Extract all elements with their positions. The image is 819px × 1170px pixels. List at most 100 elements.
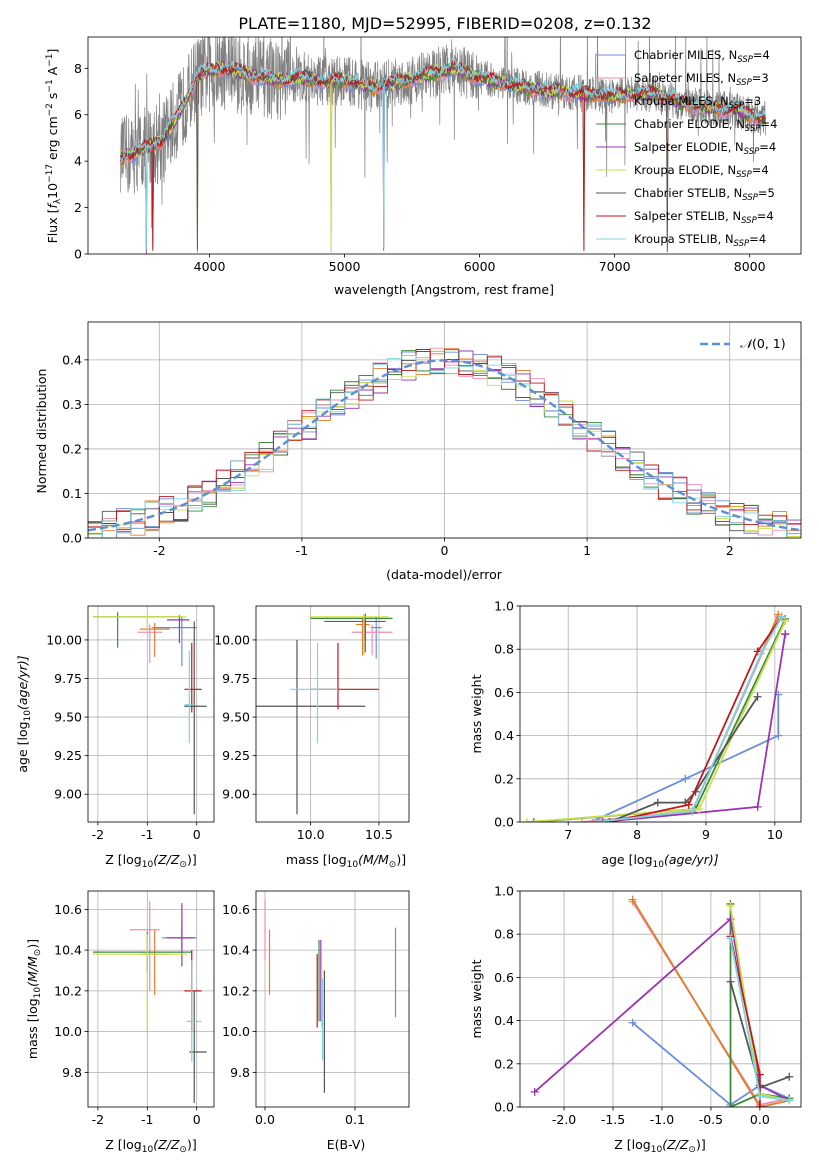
legend-entry-part: N — [734, 186, 743, 200]
y-tick-label: 8 — [74, 61, 82, 76]
legend-entry-part: = — [752, 163, 762, 177]
axis-label-part: mass [log — [286, 852, 347, 867]
legend-entry-part: Chabrier MILES, — [634, 48, 729, 62]
y-tick-label: 0.3 — [62, 397, 82, 412]
y-axis-label: age [log10(age/yr)] — [15, 655, 33, 772]
x-tick-label: -2 — [92, 827, 104, 842]
legend-entry-part: Kroupa STELIB, — [634, 232, 725, 246]
x-tick-label: -1 — [141, 1112, 153, 1127]
errorbar-point — [162, 921, 197, 949]
errorbar-point — [355, 618, 370, 656]
legend-entry-part: SSP — [745, 124, 761, 134]
errorbar-point — [309, 613, 389, 656]
legend-entry: Salpeter STELIB, NSSP=4 — [634, 209, 774, 226]
x-axis-label: wavelength [Angstrom, rest frame] — [334, 282, 554, 297]
legend-entry-part: 4 — [770, 117, 777, 131]
x-tick-label: 0.0 — [255, 1112, 275, 1127]
legend-entry-part: 3 — [754, 94, 761, 108]
y-tick-label: 9.25 — [54, 748, 82, 763]
x-tick-label: -1 — [296, 543, 308, 558]
mass-weight-marker — [591, 818, 600, 822]
y-tick-label: 2 — [74, 200, 82, 215]
axes-mass_vs_Z: -2 -1 09.810.010.210.410.6Z [log10(Z/Z⊙)]m… — [25, 890, 215, 1155]
y-axis-label-part: −1 — [45, 53, 55, 66]
mass-weight-line — [595, 694, 780, 821]
y-tick-label: 1.0 — [494, 884, 514, 899]
y-tick-label: 10.6 — [54, 902, 82, 917]
legend-entry-part: (0, 1) — [752, 336, 786, 351]
y-axis-label-part: λ — [53, 198, 63, 204]
y-tick-label: 10.0 — [222, 1024, 250, 1039]
mass-weight-marker — [726, 977, 735, 986]
x-tick-label: 0 — [441, 543, 449, 558]
legend-entry-part: Salpeter STELIB, — [634, 209, 732, 223]
axis-label-part: 10 — [347, 860, 359, 870]
errorbar-point — [351, 624, 393, 656]
errorbar-point — [152, 616, 197, 667]
legend-entry-part: SSP — [744, 147, 760, 157]
mass-weight-line — [729, 904, 790, 1107]
axis-label-part: (age/yr)] — [664, 852, 719, 867]
mass-weight-marker — [785, 1096, 794, 1105]
legend-entry-part: 4 — [761, 163, 768, 177]
x-tick-label: 0 — [193, 827, 201, 842]
model-spectrum-line — [119, 57, 766, 250]
axis-label-part: )] — [187, 852, 197, 867]
y-axis-label: Normed distribution — [34, 369, 49, 494]
plot-area — [92, 612, 207, 815]
legend-entry: Salpeter ELODIE, NSSP=4 — [634, 140, 776, 157]
axes-frame — [255, 890, 410, 1108]
axis-label-part: mass [log — [25, 998, 40, 1059]
y-axis-label: Flux [fλ10−17 erg cm−2 s−1 A−1] — [45, 49, 63, 244]
legend-entry-part: Salpeter ELODIE, — [634, 140, 735, 154]
legend-entry-part: N — [727, 163, 736, 177]
x-axis-label: Z [log10(Z/Z⊙)] — [105, 1137, 196, 1155]
y-tick-label: 0.2 — [494, 771, 514, 786]
mass-weight-line — [595, 616, 783, 822]
y-tick-label: 9.75 — [54, 671, 82, 686]
legend-entry: Kroupa ELODIE, NSSP=4 — [634, 163, 769, 180]
plot-area — [264, 899, 397, 1093]
y-axis-label: mass weight — [469, 674, 484, 753]
y-tick-label: 9.50 — [54, 710, 82, 725]
y-tick-label: 6 — [74, 107, 82, 122]
errorbar-point — [137, 624, 163, 664]
legend-entry-part: N — [729, 48, 738, 62]
mass-weight-marker — [688, 807, 697, 816]
mass-weight-marker — [785, 1072, 794, 1081]
legend-entry-part: = — [753, 48, 763, 62]
errorbar-point — [139, 622, 170, 657]
x-axis-label: Z [log10(Z/Z⊙)] — [614, 1137, 705, 1155]
legend-entry-part: SSP — [736, 170, 752, 180]
axis-label-part: 10 — [23, 710, 33, 722]
legend-entry-part: N — [735, 140, 744, 154]
y-tick-label: 0.0 — [494, 815, 514, 830]
legend-entry-part: 3 — [761, 71, 768, 85]
y-tick-label: 9.25 — [222, 748, 250, 763]
legend-entry-part: = — [749, 232, 759, 246]
legend-entry: Chabrier STELIB, NSSP=5 — [634, 186, 775, 203]
x-tick-label: -1.0 — [650, 1112, 674, 1127]
errorbar-point — [184, 950, 202, 1032]
legend-entry-part: SSP — [741, 216, 757, 226]
axis-label-part: age [log — [601, 852, 652, 867]
legend-entry-part: N — [725, 232, 734, 246]
x-tick-label: 10.5 — [365, 827, 393, 842]
axis-label-part: 10 — [33, 987, 43, 999]
y-tick-label: 10.6 — [222, 902, 250, 917]
y-tick-label: 0.6 — [494, 685, 514, 700]
y-tick-label: 0.0 — [62, 531, 82, 546]
y-axis-label-part: ] — [45, 49, 60, 54]
plot-area — [119, 37, 767, 254]
axis-label-part: 10 — [653, 860, 665, 870]
axis-label-part: Z [log — [105, 852, 141, 867]
mass-weight-line — [609, 616, 783, 822]
axis-label-part: ⊙ — [179, 1145, 187, 1155]
x-axis-label: Z [log10(Z/Z⊙)] — [105, 852, 196, 870]
plot-area — [88, 347, 801, 538]
axis-label-part: 10 — [142, 1145, 154, 1155]
mass-weight-marker — [755, 1092, 764, 1101]
legend-entry-part: Chabrier STELIB, — [634, 186, 734, 200]
x-tick-label: 6000 — [464, 259, 496, 274]
